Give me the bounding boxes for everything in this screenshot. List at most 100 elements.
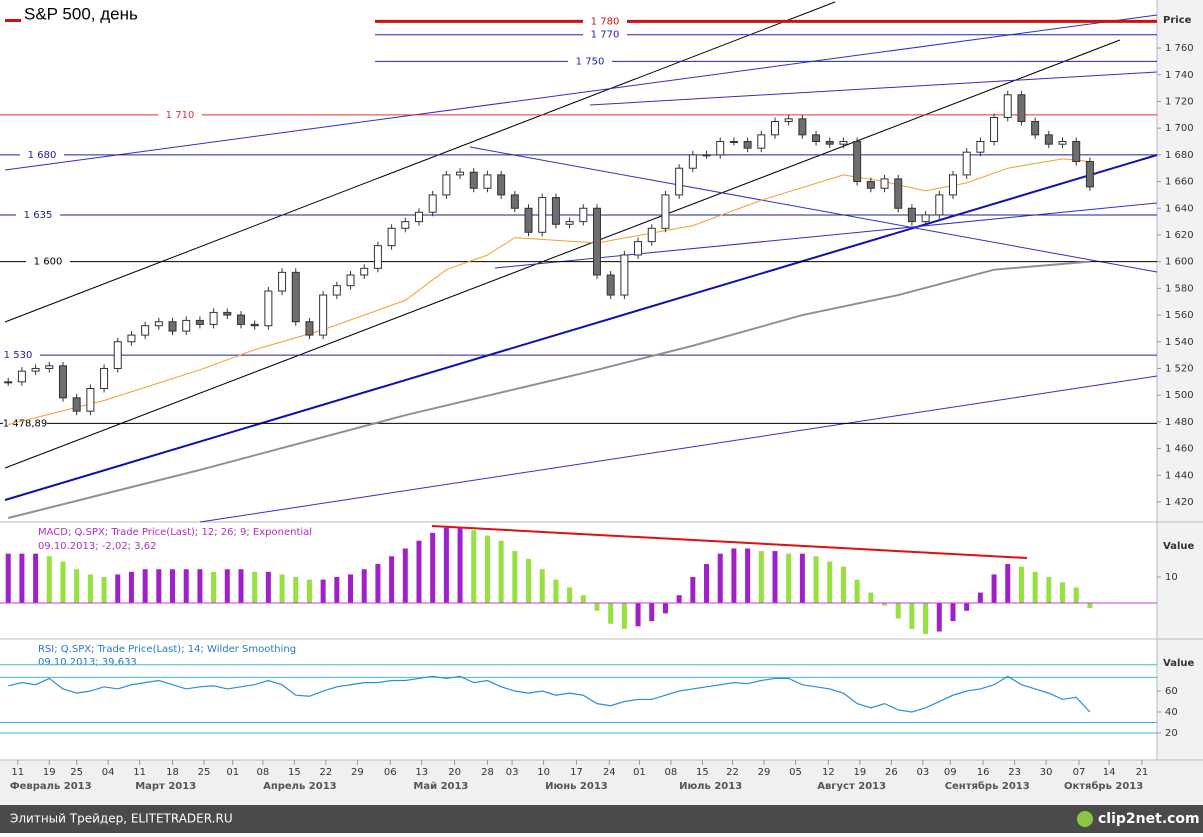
- macd-bar: [320, 579, 326, 603]
- macd-bar: [484, 535, 490, 603]
- x-tick-label: 05: [789, 767, 802, 778]
- macd-bar: [1032, 571, 1038, 603]
- macd-bar: [183, 569, 189, 603]
- trendline: [199, 375, 1158, 523]
- x-tick-label: 13: [415, 767, 428, 778]
- rsi-line: [8, 675, 1091, 713]
- y-tick-label: 40: [1165, 707, 1178, 718]
- x-tick-label: 07: [1073, 767, 1086, 778]
- candle: [346, 274, 355, 287]
- candle: [86, 387, 95, 412]
- y-axis-title: Value: [1163, 541, 1194, 552]
- y-tick-label: 1 500: [1165, 390, 1194, 401]
- candle: [592, 207, 601, 276]
- x-tick-label: 29: [758, 767, 771, 778]
- candle: [1085, 161, 1094, 188]
- macd-bar: [457, 527, 463, 603]
- month-label: Апрель 2013: [263, 781, 337, 792]
- x-tick-label: 19: [43, 767, 56, 778]
- macd-bar: [389, 556, 395, 603]
- candle: [223, 311, 232, 316]
- x-tick-label: 25: [70, 767, 83, 778]
- macd-bar: [909, 602, 915, 629]
- macd-bar: [1018, 566, 1024, 603]
- divergence-line: [431, 525, 1028, 559]
- macd-bar: [279, 574, 285, 603]
- candle: [428, 194, 437, 213]
- macd-bar: [498, 540, 504, 603]
- macd-bar: [5, 553, 11, 603]
- candle: [264, 290, 273, 327]
- y-tick-label: 1 480: [1165, 417, 1194, 428]
- indicator-values: 09.10.2013; -2,02; 3,62: [38, 541, 157, 552]
- candle: [784, 118, 793, 122]
- x-tick-label: 10: [537, 767, 550, 778]
- x-tick-label: 11: [11, 767, 24, 778]
- month-label: Октябрь 2013: [1064, 780, 1143, 792]
- candle: [127, 334, 136, 343]
- candle: [305, 321, 314, 336]
- candle: [757, 134, 766, 149]
- candle: [168, 321, 177, 332]
- x-tick-label: 25: [198, 767, 211, 778]
- trendline: [4, 14, 1158, 171]
- trendlines: [0, 1, 1158, 559]
- y-tick-label: 60: [1165, 686, 1178, 697]
- y-tick-label: 10: [1165, 572, 1178, 583]
- candle: [483, 174, 492, 189]
- macd-bar: [128, 571, 134, 603]
- trendline: [4, 1, 836, 323]
- candle: [1003, 94, 1012, 118]
- macd-bar: [950, 602, 956, 622]
- level-label: 1 770: [591, 30, 620, 41]
- macd-bar: [786, 553, 792, 603]
- macd-bar: [224, 569, 230, 603]
- logo-icon: [1077, 811, 1093, 827]
- macd-bar: [868, 592, 874, 603]
- candle: [688, 154, 697, 169]
- indicator-values: 09.10.2013; 39,633: [38, 657, 137, 668]
- macd-bar: [252, 571, 258, 603]
- trendline: [469, 146, 1158, 273]
- x-tick-label: 29: [351, 767, 364, 778]
- level-label: 1 600: [34, 257, 63, 268]
- chart-title: S&P 500, день: [24, 4, 138, 23]
- macd-bar: [74, 569, 80, 603]
- y-axis-title: Value: [1163, 658, 1194, 669]
- x-tick-label: 21: [1136, 767, 1149, 778]
- x-tick-label: 17: [570, 767, 583, 778]
- x-tick-label: 30: [1040, 767, 1053, 778]
- macd-bar: [936, 602, 942, 632]
- macd-bar: [471, 530, 477, 603]
- x-tick-label: 01: [633, 767, 646, 778]
- macd-bar: [1073, 587, 1079, 603]
- x-tick-label: 08: [665, 767, 678, 778]
- macd-bar: [443, 527, 449, 603]
- candle: [976, 141, 985, 153]
- macd-bar: [840, 566, 846, 603]
- x-tick-label: 14: [1103, 767, 1116, 778]
- macd-bar: [621, 602, 627, 629]
- candle: [182, 319, 191, 332]
- axis-background: [1157, 0, 1203, 760]
- y-tick-label: 1 620: [1165, 230, 1194, 241]
- x-tick-label: 09: [944, 767, 957, 778]
- candle: [332, 285, 341, 296]
- y-tick-label: 1 700: [1165, 123, 1194, 134]
- candle: [921, 214, 930, 223]
- level-label-bg: [158, 108, 202, 121]
- candle: [538, 197, 547, 233]
- macd-bar: [690, 577, 696, 603]
- macd-bar: [964, 602, 970, 611]
- macd-bar: [854, 579, 860, 603]
- level-label: 1 680: [28, 150, 57, 161]
- candle: [798, 118, 807, 136]
- candle: [236, 314, 245, 325]
- candle: [497, 174, 506, 196]
- x-tick-label: 23: [1008, 767, 1021, 778]
- macd-bar: [553, 579, 559, 603]
- y-tick-label: 1 760: [1165, 43, 1194, 54]
- x-tick-label: 15: [696, 767, 709, 778]
- macd-bar: [265, 571, 271, 603]
- title-marker: [5, 19, 21, 22]
